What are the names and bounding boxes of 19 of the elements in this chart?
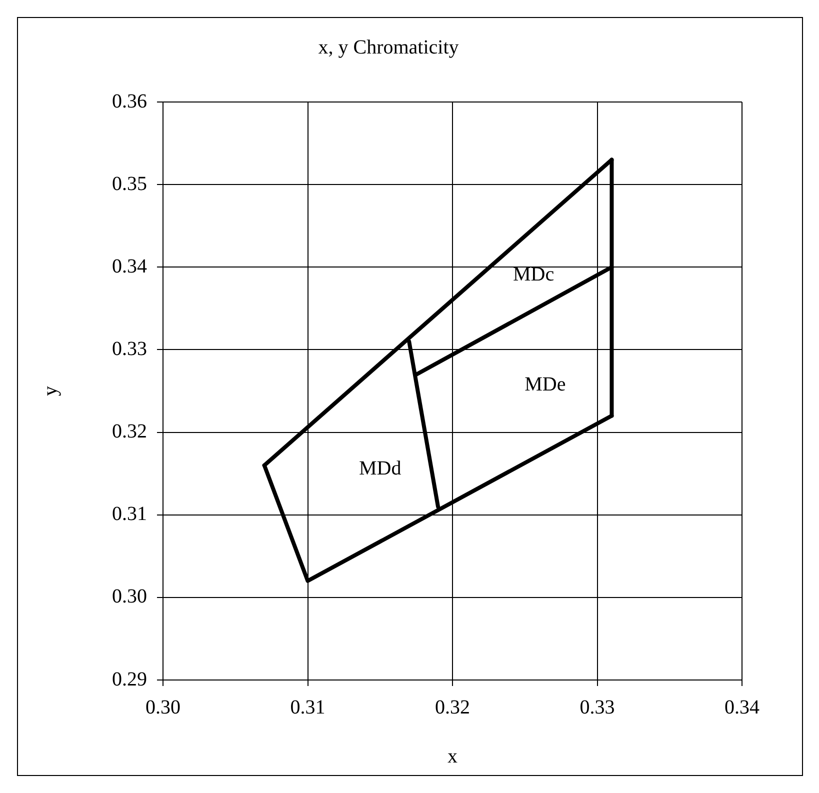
y-tick-label: 0.29	[112, 668, 147, 690]
y-tick-label: 0.36	[112, 90, 147, 112]
y-tick-label: 0.33	[112, 338, 147, 360]
x-tick-label: 0.33	[580, 696, 615, 718]
chart-title: x, y Chromaticity	[318, 36, 459, 58]
y-axis-title: y	[39, 386, 62, 396]
y-tick-label: 0.30	[112, 586, 147, 608]
y-tick-label: 0.31	[112, 503, 147, 526]
annotation: MDc	[513, 264, 554, 286]
annotation: MDe	[524, 373, 566, 396]
y-tick-label: 0.32	[112, 420, 147, 443]
x-axis-title: x	[448, 745, 458, 768]
y-tick-label: 0.35	[112, 172, 147, 195]
x-tick-label: 0.31	[290, 696, 326, 718]
y-tick-label: 0.34	[112, 255, 147, 278]
x-tick-label: 0.32	[435, 696, 470, 718]
annotation: MDd	[359, 457, 402, 480]
x-tick-label: 0.34	[724, 696, 760, 718]
x-tick-label: 0.30	[146, 696, 180, 718]
